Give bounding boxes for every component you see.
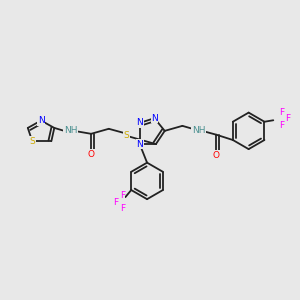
Text: S: S (124, 131, 129, 140)
Text: F: F (280, 108, 285, 117)
Text: N: N (136, 118, 143, 127)
Text: NH: NH (64, 126, 77, 135)
Text: NH: NH (192, 126, 205, 135)
Text: F: F (120, 204, 125, 213)
Text: N: N (38, 116, 44, 125)
Text: O: O (213, 151, 220, 160)
Text: N: N (151, 114, 158, 123)
Text: F: F (120, 191, 125, 200)
Text: F: F (285, 114, 291, 123)
Text: F: F (280, 121, 285, 130)
Text: S: S (29, 137, 35, 146)
Text: O: O (88, 150, 94, 159)
Text: F: F (113, 198, 118, 207)
Text: N: N (136, 140, 143, 148)
